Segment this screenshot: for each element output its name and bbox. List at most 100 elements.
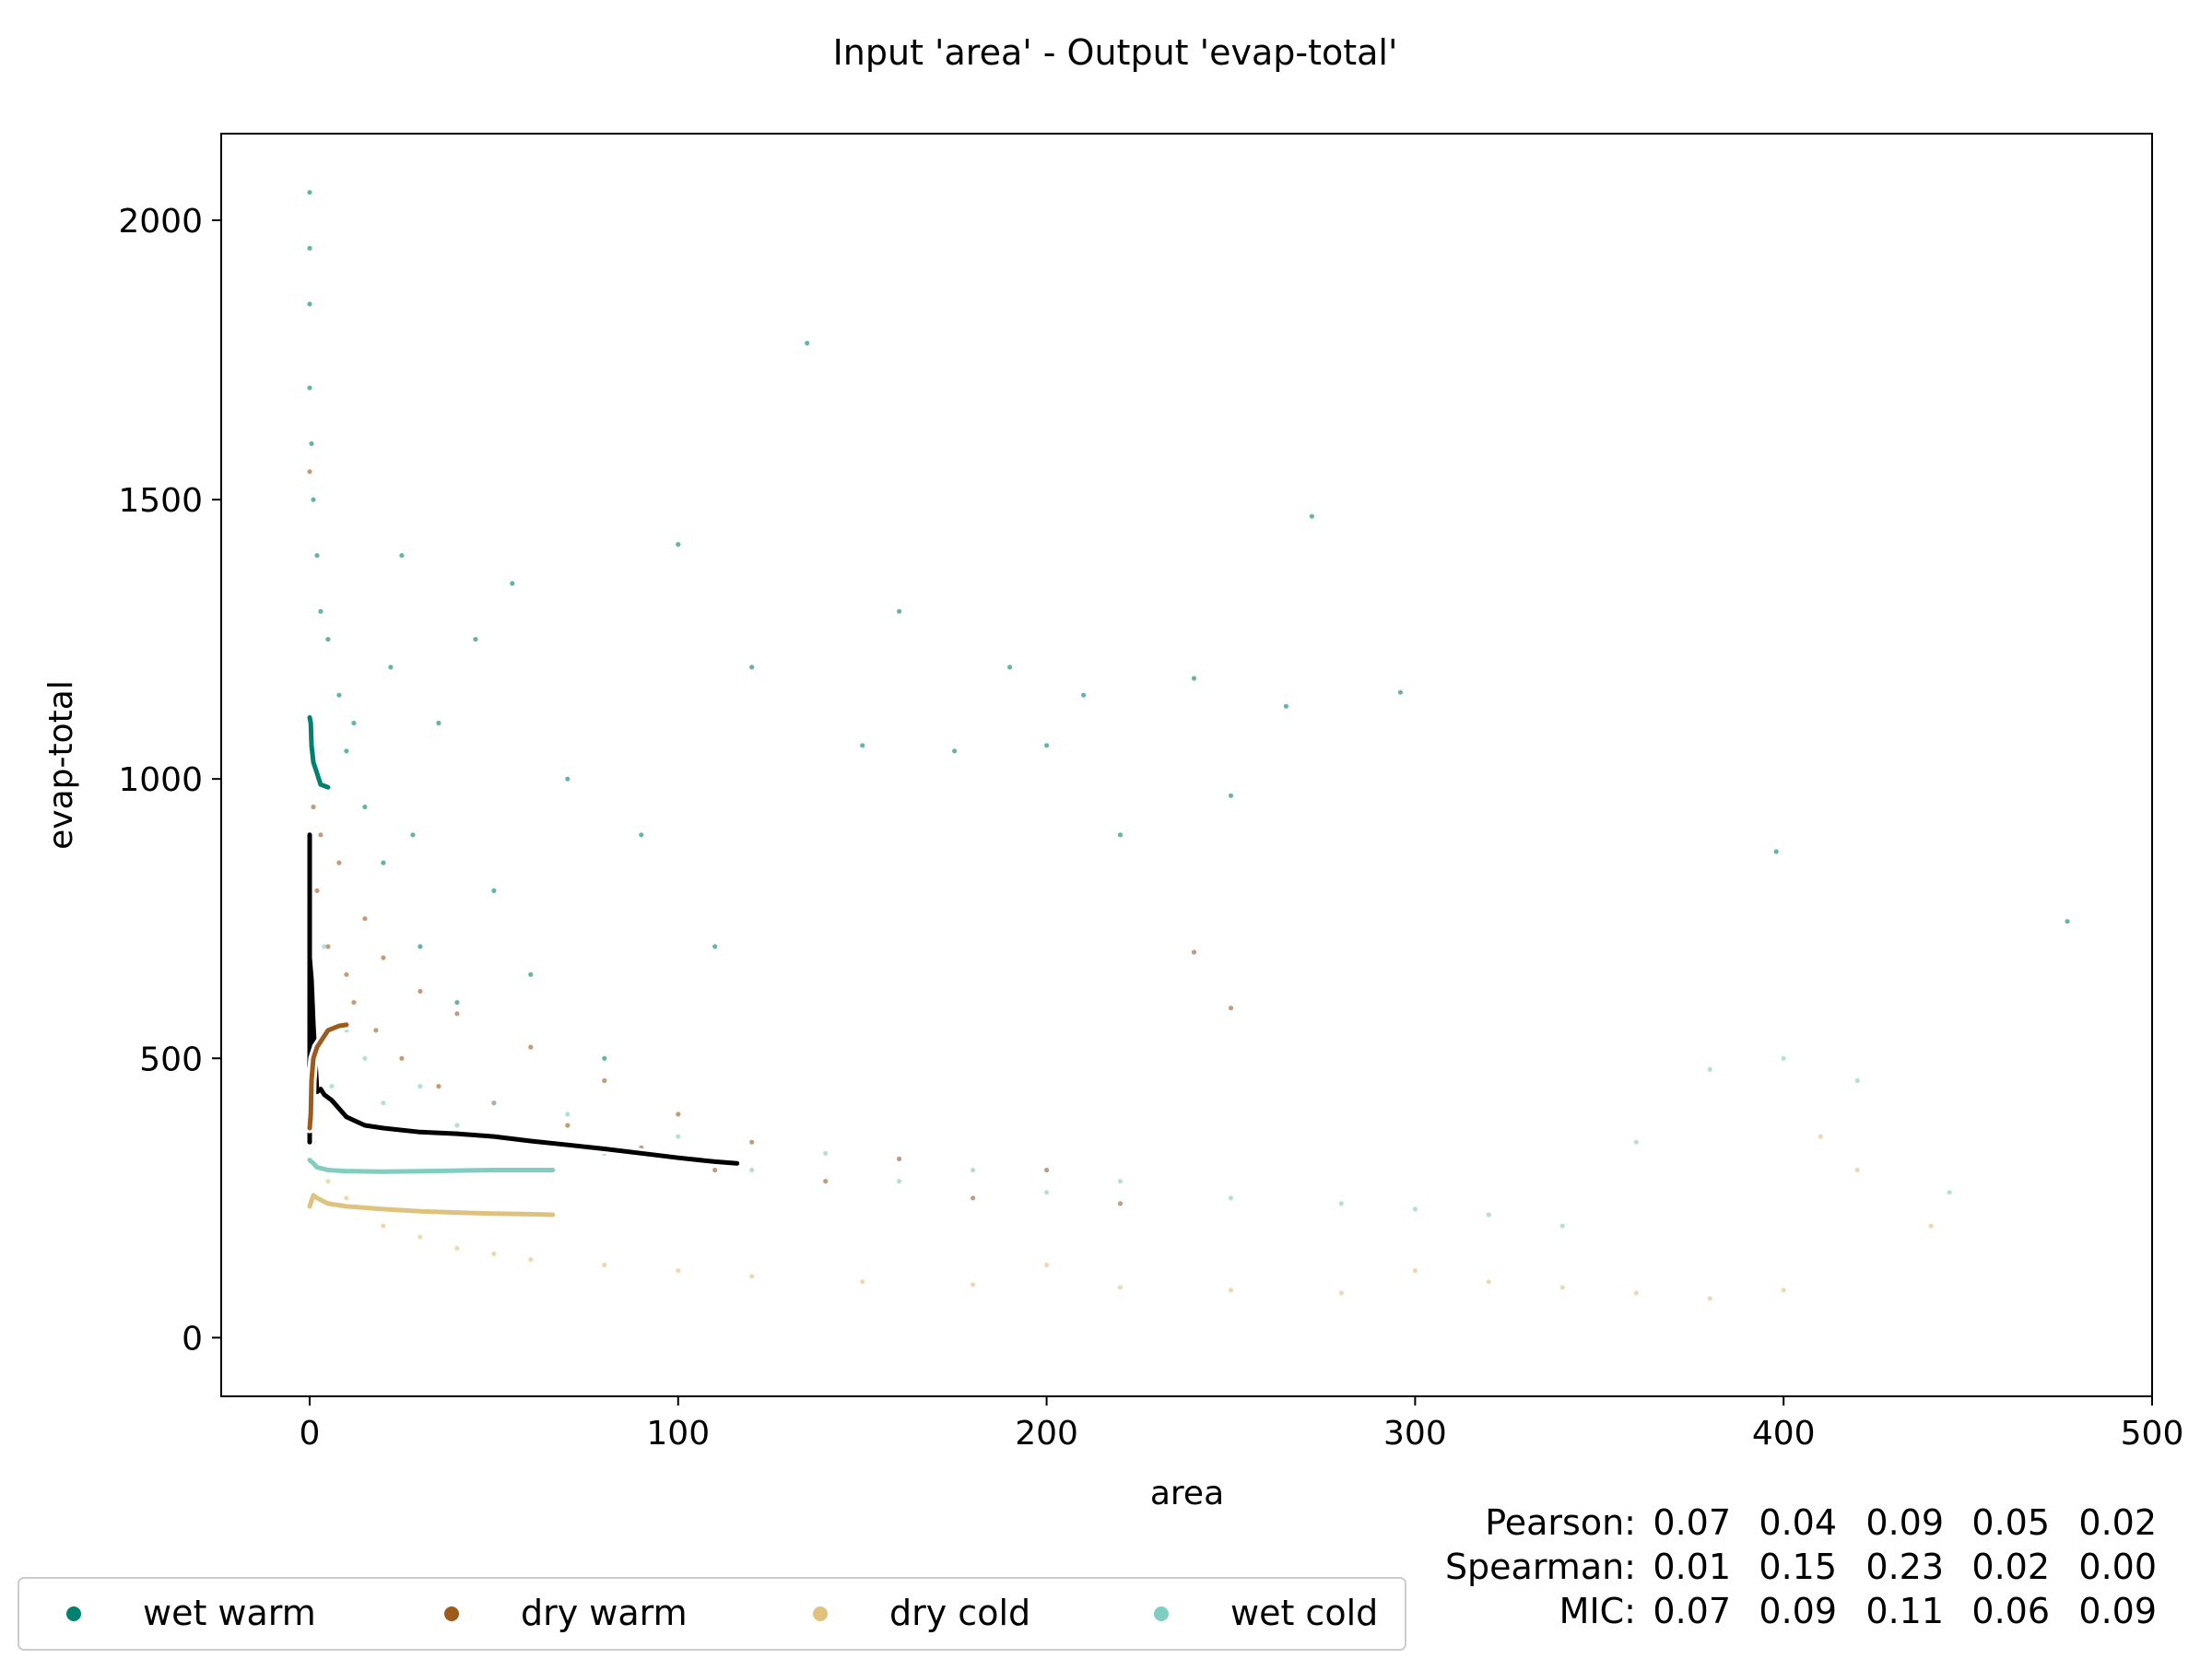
y-tick-label: 0	[182, 1320, 203, 1358]
stats-value-dry-warm: 0.23	[1865, 1547, 1944, 1587]
scatter-point-dry-warm	[454, 1011, 460, 1017]
scatter-point-wet-warm	[749, 665, 755, 670]
scatter-point-dry-warm	[373, 1028, 379, 1033]
stats-value-dry-cold: 0.02	[1971, 1547, 2050, 1587]
scatter-point-dry-warm	[362, 916, 368, 922]
scatter-point-wet-warm	[897, 608, 902, 614]
scatter-point-wet-warm	[565, 776, 571, 782]
scatter-point-wet-warm	[952, 748, 958, 754]
y-tick-label: 1000	[118, 761, 203, 799]
scatter-point-wet-warm	[399, 553, 405, 559]
scatter-point-wet-warm	[362, 804, 368, 810]
scatter-point-wet-warm	[307, 190, 312, 195]
legend-label-dry-cold: dry cold	[889, 1593, 1030, 1633]
scatter-point-wet-cold	[971, 1167, 976, 1173]
scatter-point-wet-cold	[322, 944, 327, 949]
scatter-point-wet-warm	[1117, 832, 1124, 838]
scatter-point-dry-cold	[418, 1234, 423, 1240]
scatter-point-dry-warm	[381, 955, 386, 960]
scatter-point-wet-warm	[1309, 513, 1314, 519]
scatter-point-wet-warm	[860, 743, 865, 748]
stats-value-wet-cold: 0.00	[2078, 1547, 2157, 1587]
scatter-point-wet-warm	[1773, 849, 1779, 854]
scatter-point-dry-warm	[1044, 1167, 1050, 1173]
stats-row-label: MIC:	[1559, 1591, 1636, 1631]
scatter-point-dry-warm	[712, 1167, 718, 1173]
scatter-point-wet-cold	[1781, 1055, 1786, 1061]
scatter-point-dry-cold	[1117, 1285, 1124, 1290]
stats-value-wet-cold: 0.09	[2078, 1591, 2157, 1631]
scatter-point-wet-cold	[491, 1100, 497, 1106]
scatter-point-dry-cold	[1928, 1223, 1934, 1229]
scatter-point-wet-warm	[388, 665, 394, 670]
scatter-point-dry-warm	[897, 1156, 902, 1161]
scatter-point-dry-cold	[749, 1274, 755, 1279]
scatter-point-dry-warm	[602, 1077, 607, 1084]
stats-row-label: Spearman:	[1445, 1547, 1636, 1587]
x-tick-label: 400	[1752, 1415, 1816, 1453]
scatter-point-wet-warm	[639, 832, 644, 838]
scatter-point-wet-warm	[454, 1000, 460, 1006]
stats-value-overall: 0.01	[1653, 1547, 1731, 1587]
scatter-point-dry-warm	[325, 944, 331, 949]
scatter-point-wet-warm	[307, 301, 312, 307]
x-tick-label: 500	[2121, 1415, 2184, 1453]
scatter-point-dry-warm	[307, 469, 312, 475]
scatter-point-wet-warm	[314, 553, 320, 559]
scatter-point-dry-cold	[971, 1282, 976, 1288]
scatter-point-dry-cold	[1228, 1288, 1234, 1293]
scatter-point-wet-warm	[1228, 793, 1234, 798]
scatter-point-dry-warm	[749, 1139, 755, 1145]
stats-value-wet-warm: 0.04	[1759, 1502, 1837, 1543]
scatter-point-wet-warm	[351, 720, 357, 726]
scatter-point-wet-warm	[336, 692, 342, 698]
stats-value-overall: 0.07	[1653, 1502, 1731, 1543]
scatter-point-dry-warm	[399, 1055, 405, 1061]
scatter-point-wet-cold	[329, 1084, 335, 1089]
scatter-point-dry-cold	[1412, 1268, 1418, 1274]
scatter-point-dry-cold	[1559, 1285, 1565, 1290]
legend-label-wet-cold: wet cold	[1230, 1593, 1378, 1633]
trend-line-wet-warm	[307, 715, 331, 790]
scatter-point-wet-warm	[805, 340, 810, 346]
scatter-point-dry-cold	[1044, 1262, 1050, 1268]
scatter-point-dry-cold	[1854, 1167, 1860, 1173]
stats-value-dry-cold: 0.06	[1971, 1591, 2050, 1631]
scatter-point-dry-cold	[344, 1195, 349, 1201]
scatter-point-wet-warm	[491, 888, 497, 894]
scatter-point-wet-warm	[311, 497, 316, 502]
scatter-point-wet-warm	[1007, 665, 1013, 670]
x-axis: 0 100 200 300 400 500	[300, 1396, 2184, 1453]
stats-value-overall: 0.07	[1653, 1591, 1731, 1631]
scatter-point-dry-warm	[565, 1123, 571, 1128]
trend-lines	[304, 712, 743, 1220]
scatter-point-dry-cold	[381, 1223, 386, 1229]
plot-frame	[220, 133, 2153, 1397]
scatter-point-wet-warm	[1397, 689, 1403, 695]
scatter-point-wet-warm	[344, 748, 349, 754]
trend-line-dry-cold	[307, 1193, 556, 1218]
scatter-point-wet-warm	[712, 944, 718, 949]
scatter-point-dry-warm	[436, 1084, 441, 1089]
scatter-point-wet-warm	[318, 608, 324, 614]
scatter-point-wet-cold	[676, 1134, 681, 1139]
chart-title: Input 'area' - Output 'evap-total'	[833, 32, 1398, 73]
x-axis-label: area	[1150, 1475, 1224, 1512]
scatter-point-wet-cold	[749, 1167, 755, 1173]
trend-line-overall	[307, 832, 740, 1166]
legend-label-dry-warm: dry warm	[521, 1593, 688, 1633]
stats-value-dry-cold: 0.05	[1971, 1502, 2050, 1543]
scatter-point-wet-cold	[1228, 1195, 1234, 1201]
scatter-point-wet-warm	[436, 720, 441, 726]
scatter-point-dry-cold	[528, 1256, 534, 1263]
scatter-point-wet-warm	[307, 245, 312, 251]
scatter-point-dry-warm	[318, 832, 324, 838]
scatter-point-wet-cold	[565, 1112, 571, 1117]
scatter-point-dry-cold	[325, 1179, 331, 1184]
stats-value-wet-warm: 0.15	[1759, 1547, 1837, 1587]
scatter-point-dry-warm	[971, 1195, 976, 1201]
scatter-point-dry-cold	[454, 1245, 460, 1251]
scatter-point-wet-cold	[418, 1084, 423, 1089]
scatter-point-dry-cold	[602, 1262, 607, 1268]
